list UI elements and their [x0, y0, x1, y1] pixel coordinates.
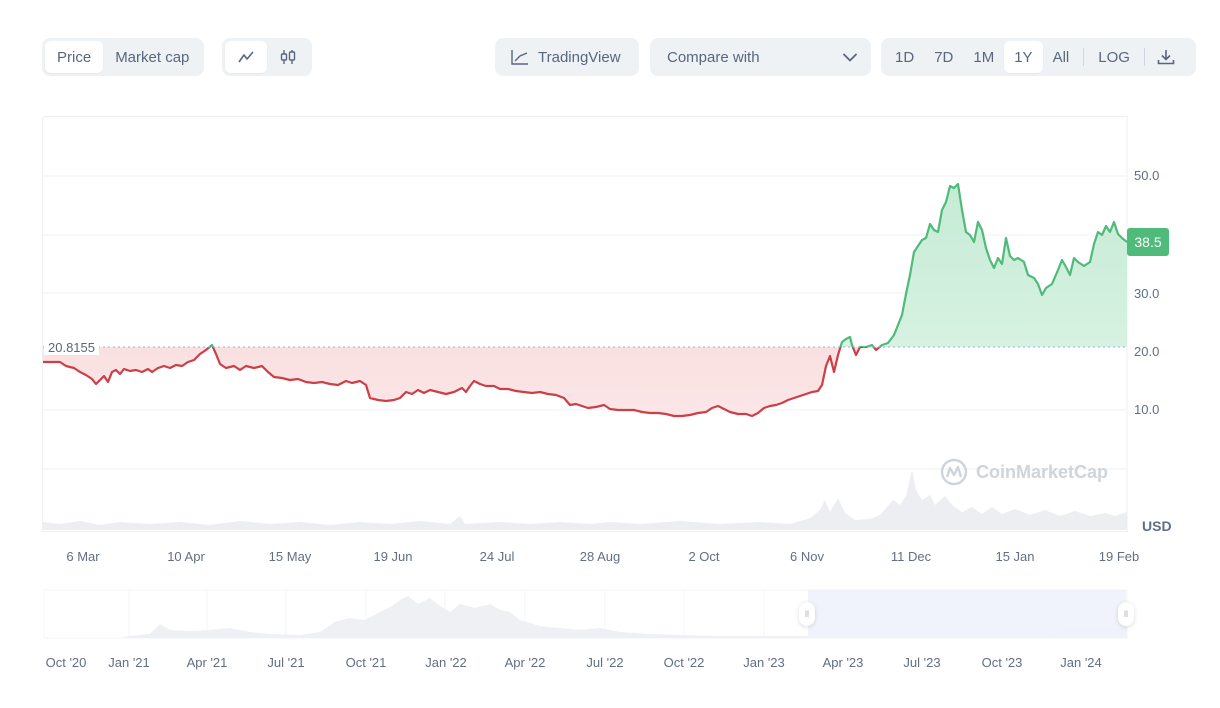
chart-type-toggle	[222, 38, 312, 76]
compare-with-dropdown[interactable]: Compare with	[650, 38, 871, 76]
navigator-label: Jul '22	[586, 655, 624, 670]
candlestick-icon	[280, 50, 296, 64]
volume-area	[43, 470, 1127, 530]
navigator-label: Oct '23	[981, 655, 1023, 670]
y-tick-50: 50.0	[1134, 168, 1160, 183]
navigator-label: Jan '23	[743, 655, 785, 670]
navigator-label: Apr '21	[186, 655, 228, 670]
x-tick: 19 Feb	[1098, 549, 1140, 564]
navigator-label: Apr '23	[822, 655, 864, 670]
currency-label: USD	[1142, 518, 1172, 534]
y-tick-20: 20.0	[1134, 344, 1160, 359]
price-line-up	[207, 182, 1128, 347]
x-tick: 15 May	[268, 549, 312, 564]
navigator-label: Jan '22	[425, 655, 467, 670]
download-button[interactable]	[1149, 41, 1183, 73]
navigator-label: Oct '22	[663, 655, 705, 670]
chevron-down-icon	[843, 53, 857, 61]
navigator-label: Oct '20	[45, 655, 87, 670]
y-tick-30: 30.0	[1134, 286, 1160, 301]
log-scale-toggle[interactable]: LOG	[1098, 48, 1130, 66]
navigator-label: Jan '21	[108, 655, 150, 670]
x-tick: 6 Nov	[790, 549, 824, 564]
navigator-selection	[808, 590, 1126, 638]
navigator-label: Jul '21	[267, 655, 305, 670]
y-tick-10: 10.0	[1134, 402, 1160, 417]
tab-market-cap[interactable]: Market cap	[115, 48, 190, 66]
navigator-area	[44, 596, 1127, 638]
reference-price-label: 20.8155	[44, 340, 99, 355]
x-tick: 6 Mar	[66, 549, 100, 564]
tradingview-label: TradingView	[538, 48, 621, 66]
price-area-down	[43, 347, 1127, 416]
chart-frame	[42, 116, 1128, 532]
x-tick: 15 Jan	[995, 549, 1035, 564]
x-tick: 2 Oct	[688, 549, 720, 564]
tab-price[interactable]: Price	[45, 41, 104, 73]
time-range-tabs: 1D 7D 1M 1Y All LOG	[881, 38, 1196, 76]
line-chart-icon	[238, 51, 254, 63]
range-1m[interactable]: 1M	[973, 48, 995, 66]
coinmarketcap-watermark: CoinMarketCap	[940, 458, 1108, 486]
price-line-down	[43, 347, 882, 418]
coinmarketcap-logo-icon	[940, 458, 968, 486]
candlestick-button[interactable]	[267, 41, 309, 73]
x-tick: 19 Jun	[373, 549, 413, 564]
navigator-label: Jul '23	[903, 655, 941, 670]
watermark-text: CoinMarketCap	[976, 461, 1109, 482]
x-tick: 24 Jul	[479, 549, 515, 564]
view-tabs: Price Market cap	[42, 38, 205, 76]
navigator-handle-left[interactable]: ll	[799, 602, 815, 626]
divider	[1083, 48, 1085, 66]
range-all[interactable]: All	[1052, 48, 1070, 66]
range-1y[interactable]: 1Y	[1004, 41, 1043, 73]
navigator-label: Apr '22	[504, 655, 546, 670]
x-tick: 11 Dec	[890, 549, 932, 564]
navigator-handle-right[interactable]: ll	[1118, 602, 1134, 626]
divider	[1143, 48, 1145, 66]
navigator-label: Jan '24	[1060, 655, 1102, 670]
price-area-up	[209, 184, 1127, 347]
navigator-label: Oct '21	[345, 655, 387, 670]
current-price-tag: 38.5	[1127, 228, 1169, 256]
line-chart-button[interactable]	[225, 41, 267, 73]
range-7d[interactable]: 7D	[934, 48, 954, 66]
x-tick: 10 Apr	[167, 549, 205, 564]
tradingview-button[interactable]: TradingView	[495, 38, 639, 76]
tradingview-icon	[511, 50, 528, 65]
compare-with-label: Compare with	[667, 48, 760, 66]
range-1d[interactable]: 1D	[895, 48, 915, 66]
download-icon	[1157, 50, 1175, 65]
x-tick: 28 Aug	[579, 549, 621, 564]
